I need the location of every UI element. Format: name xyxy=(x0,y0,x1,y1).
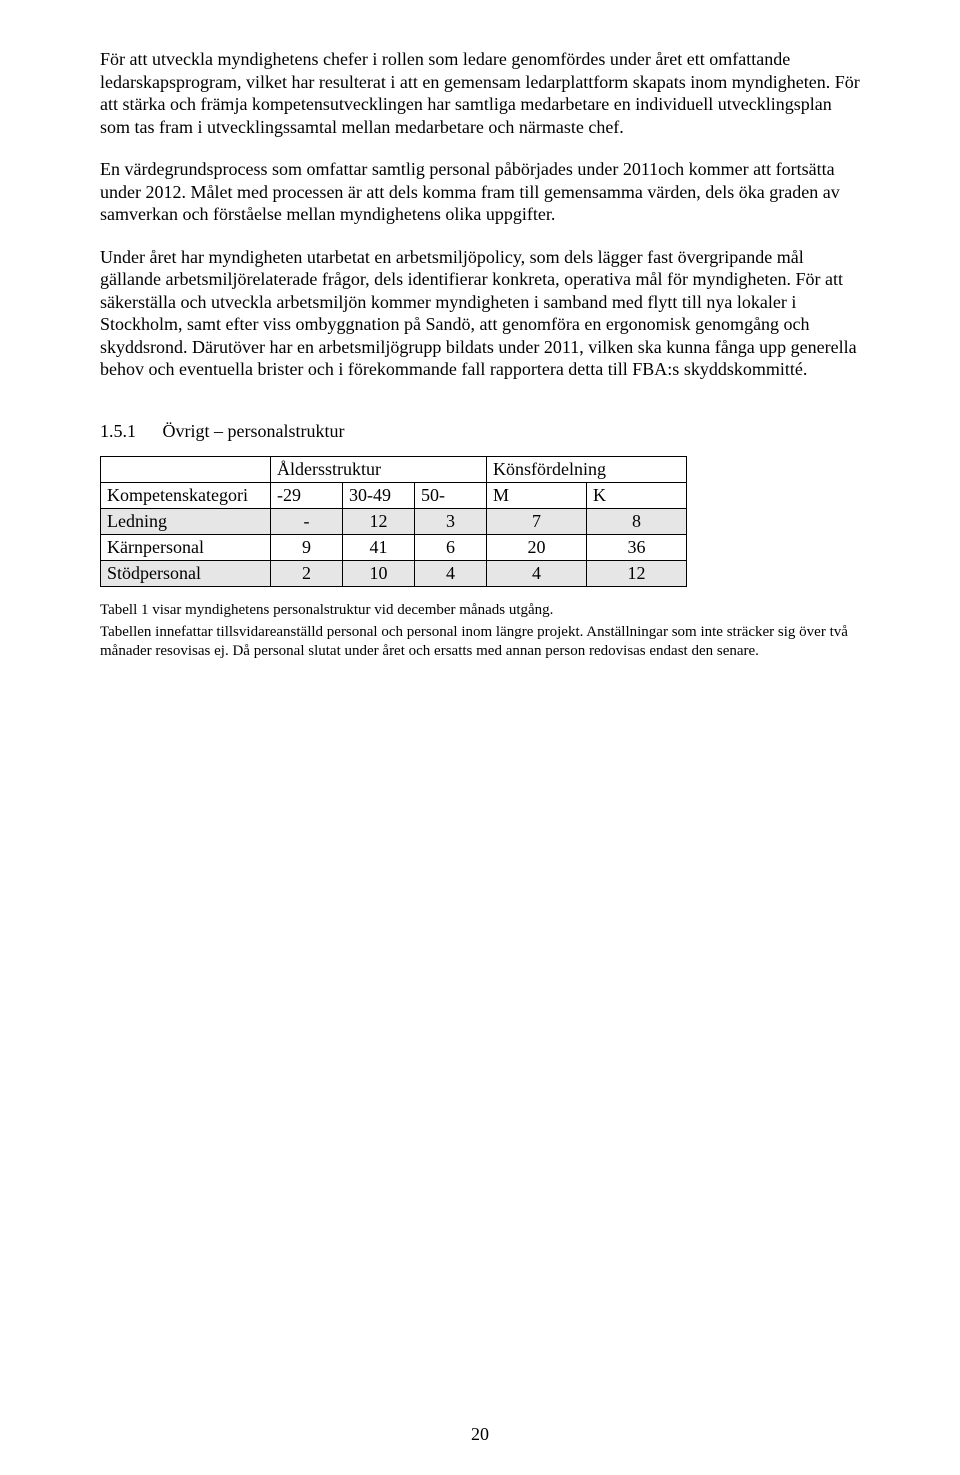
table-cell: 4 xyxy=(415,560,487,586)
section-number: 1.5.1 xyxy=(100,421,158,442)
table-row: Stödpersonal 2 10 4 4 12 xyxy=(101,560,687,586)
table-cell: 10 xyxy=(343,560,415,586)
table-footnote-2: Tabellen innefattar tillsvidareanställd … xyxy=(100,623,860,661)
table-col-header-m: M xyxy=(487,482,587,508)
table-row: Kärnpersonal 9 41 6 20 36 xyxy=(101,534,687,560)
table-cell: 20 xyxy=(487,534,587,560)
table-col-header-row: Kompetenskategori -29 30-49 50- M K xyxy=(101,482,687,508)
table-cell: 9 xyxy=(271,534,343,560)
table-cell: 41 xyxy=(343,534,415,560)
table-group-header-row: Åldersstruktur Könsfördelning xyxy=(101,456,687,482)
table-cell: 7 xyxy=(487,508,587,534)
table-group-header-gender: Könsfördelning xyxy=(487,456,687,482)
table-cell: 6 xyxy=(415,534,487,560)
table-col-header-k: K xyxy=(587,482,687,508)
table-cell-label: Ledning xyxy=(101,508,271,534)
section-title: Övrigt – personalstruktur xyxy=(163,421,345,441)
paragraph-2: En värdegrundsprocess som omfattar samtl… xyxy=(100,158,860,226)
table-cell-label: Stödpersonal xyxy=(101,560,271,586)
table-col-header-age2: 30-49 xyxy=(343,482,415,508)
paragraph-3: Under året har myndigheten utarbetat en … xyxy=(100,246,860,381)
table-cell: 36 xyxy=(587,534,687,560)
section-heading: 1.5.1 Övrigt – personalstruktur xyxy=(100,421,860,442)
page-number: 20 xyxy=(0,1424,960,1445)
page: För att utveckla myndighetens chefer i r… xyxy=(0,0,960,1475)
table-cell: 8 xyxy=(587,508,687,534)
personnel-table: Åldersstruktur Könsfördelning Kompetensk… xyxy=(100,456,687,587)
table-cell: 4 xyxy=(487,560,587,586)
table-cell-empty xyxy=(101,456,271,482)
table-group-header-age: Åldersstruktur xyxy=(271,456,487,482)
table-cell: 12 xyxy=(587,560,687,586)
table-col-header-age3: 50- xyxy=(415,482,487,508)
table-cell: 3 xyxy=(415,508,487,534)
table-col-header-category: Kompetenskategori xyxy=(101,482,271,508)
table-cell: 2 xyxy=(271,560,343,586)
paragraph-1: För att utveckla myndighetens chefer i r… xyxy=(100,48,860,138)
table-cell-label: Kärnpersonal xyxy=(101,534,271,560)
table-cell: - xyxy=(271,508,343,534)
table-footnote-1: Tabell 1 visar myndighetens personalstru… xyxy=(100,601,860,620)
table-cell: 12 xyxy=(343,508,415,534)
table-row: Ledning - 12 3 7 8 xyxy=(101,508,687,534)
table-col-header-age1: -29 xyxy=(271,482,343,508)
